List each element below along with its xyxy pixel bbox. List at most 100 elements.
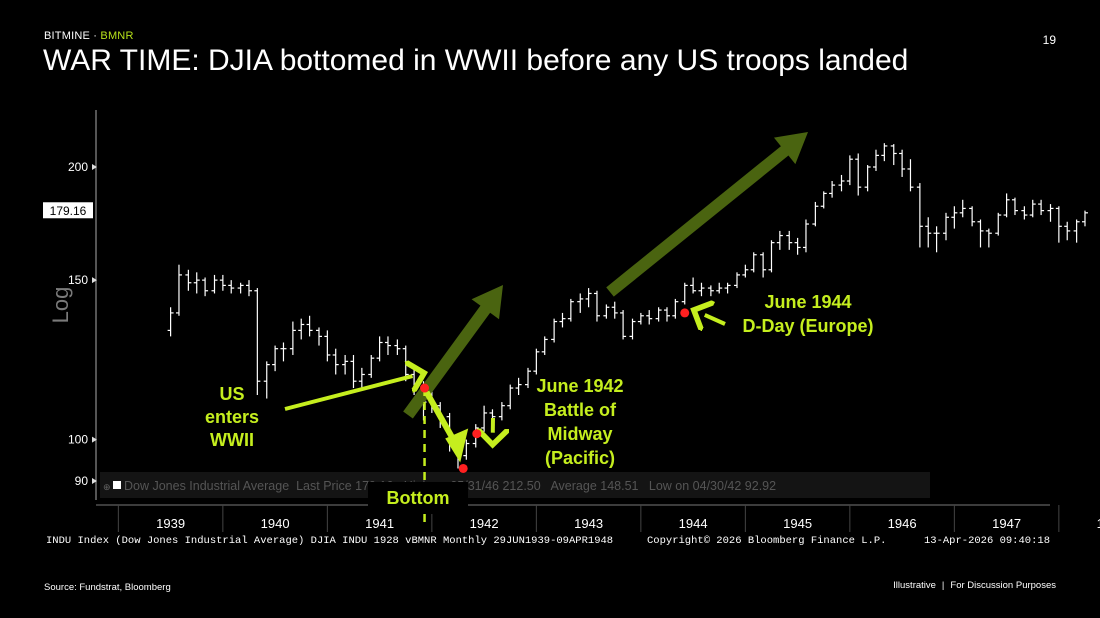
- dday-label-line: D-Day (Europe): [742, 316, 873, 336]
- ohlc-bar: [559, 312, 566, 328]
- ohlc-bar: [951, 206, 958, 229]
- us-enters-label-line: WWII: [210, 430, 254, 450]
- ohlc-bar: [872, 149, 879, 171]
- marker-bottom: [458, 463, 468, 473]
- ohlc-bar: [376, 336, 383, 362]
- page-number: 19: [1042, 33, 1056, 47]
- ohlc-bar: [925, 217, 932, 248]
- y-tick-mark: [92, 277, 97, 284]
- ohlc-bar: [637, 312, 644, 325]
- y-axis-label: Log: [48, 287, 73, 324]
- disclaimer: Illustrative | For Discussion Purposes: [893, 580, 1056, 591]
- ohlc-bar: [846, 155, 853, 186]
- legend-background: [100, 472, 930, 498]
- ohlc-bar: [342, 354, 349, 375]
- ohlc-bar: [1003, 193, 1010, 218]
- ohlc-bar: [202, 277, 209, 297]
- ohlc-bar: [969, 206, 976, 227]
- source-line-right: 13-Apr-2026 09:40:18: [924, 535, 1050, 547]
- ohlc-bar: [411, 367, 418, 396]
- annotation-overlay: US enters WWII June 1942 Battle of Midway (Pac…: [205, 132, 874, 525]
- ohlc-bar: [943, 212, 949, 241]
- ohlc-bar: [211, 274, 218, 294]
- source-line-left: INDU Index (Dow Jones Industrial Average…: [46, 535, 613, 547]
- dday-label-line: June 1944: [764, 292, 851, 312]
- ohlc-bar: [567, 298, 574, 322]
- ohlc-bar: [1073, 219, 1080, 243]
- us-enters-label: US enters WWII: [205, 384, 259, 450]
- ohlc-bar: [646, 310, 653, 325]
- ohlc-bar: [394, 339, 401, 355]
- ohlc-bar: [881, 143, 888, 162]
- rally-arrow-1944: [606, 132, 808, 297]
- ohlc-bar: [838, 174, 845, 192]
- ohlc-bar: [541, 336, 548, 355]
- ohlc-bar: [812, 201, 819, 227]
- ohlc-bar: [707, 285, 714, 297]
- ohlc-bar: [263, 361, 270, 399]
- x-tick-label: 1939: [156, 516, 185, 531]
- ohlc-bar: [228, 280, 235, 294]
- ohlc-bar: [306, 315, 313, 337]
- ohlc-bar: [245, 280, 252, 297]
- ohlc-bar: [690, 277, 697, 294]
- y-tick-label: 90: [75, 474, 89, 488]
- ohlc-bar: [551, 318, 558, 343]
- ohlc-bar: [603, 304, 610, 319]
- ohlc-bar: [698, 282, 705, 297]
- x-tick-label: 1946: [888, 516, 917, 531]
- ohlc-bar: [1029, 199, 1036, 218]
- brand-name: BITMINE: [44, 30, 91, 42]
- ohlc-bar: [742, 264, 749, 278]
- legend-swatch: [113, 481, 121, 489]
- midway-label-line: Battle of: [544, 400, 617, 420]
- ohlc-bar: [864, 165, 871, 192]
- ohlc-bar: [298, 318, 305, 340]
- ohlc-bar: [577, 293, 584, 313]
- last-price-box: [43, 202, 93, 219]
- ohlc-bar: [384, 336, 391, 355]
- ohlc-bar: [933, 226, 940, 253]
- x-tick-label: 1943: [574, 516, 603, 531]
- ohlc-bar: [620, 310, 627, 340]
- ohlc-bar: [794, 237, 801, 255]
- y-tick-mark: [92, 436, 97, 443]
- ohlc-bar: [585, 288, 592, 308]
- ohlc-bar: [185, 269, 192, 291]
- ohlc-bar: [681, 282, 688, 305]
- midway-label-line: Midway: [547, 424, 612, 444]
- disclaimer-illustrative: Illustrative: [893, 580, 936, 591]
- ohlc-bar: [167, 307, 174, 337]
- y-tick-label: 150: [68, 273, 88, 287]
- ohlc-bar: [1055, 206, 1062, 243]
- ohlc-bar: [802, 219, 809, 253]
- ohlc-bar: [760, 252, 767, 278]
- ohlc-bar: [1021, 206, 1028, 220]
- ohlc-bar: [959, 199, 966, 218]
- x-tick-label: 1942: [470, 516, 499, 531]
- ohlc-bar: [525, 367, 531, 389]
- ohlc-bar: [663, 307, 670, 322]
- x-tick-label: 1947: [992, 516, 1021, 531]
- ohlc-bar: [820, 191, 827, 209]
- ohlc-bar: [481, 405, 488, 432]
- ohlc-bar: [611, 301, 618, 319]
- ohlc-bar: [890, 144, 897, 166]
- brand: BITMINE · BMNR: [44, 30, 134, 42]
- ohlc-bar: [593, 290, 600, 322]
- ohlc-bar: [899, 149, 906, 177]
- marker-midway: [472, 429, 482, 439]
- us-enters-pointer: [284, 376, 413, 411]
- ohlc-bar: [1064, 221, 1071, 241]
- y-tick-mark: [92, 478, 97, 484]
- decline-arrow-head: [445, 428, 469, 463]
- y-tick-mark: [92, 164, 97, 170]
- brand-ticker: BMNR: [100, 30, 134, 42]
- ohlc-bar: [533, 348, 540, 375]
- ohlc-bar: [324, 330, 331, 362]
- ohlc-bar: [1011, 197, 1018, 216]
- ohlc-bar: [985, 228, 992, 248]
- y-tick-label: 100: [68, 433, 88, 447]
- x-tick-label: 1940: [261, 516, 290, 531]
